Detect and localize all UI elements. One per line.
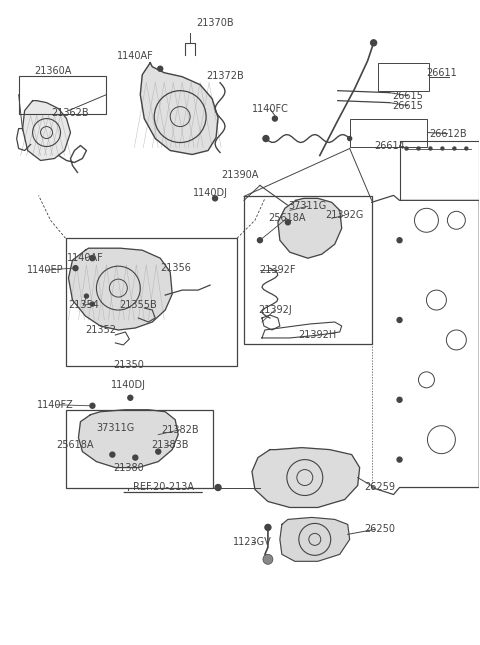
Text: 26614: 26614 — [374, 141, 405, 150]
Bar — [244, 196, 372, 344]
Text: 1140AF: 1140AF — [117, 51, 154, 61]
Text: 26250: 26250 — [365, 524, 396, 535]
Circle shape — [397, 457, 402, 462]
Polygon shape — [140, 63, 218, 155]
Circle shape — [90, 302, 95, 306]
Text: 21392F: 21392F — [260, 265, 296, 275]
Text: 21392J: 21392J — [258, 305, 292, 315]
Text: 21372B: 21372B — [206, 71, 244, 81]
Circle shape — [397, 397, 402, 402]
Text: 21390A: 21390A — [221, 170, 259, 181]
Polygon shape — [280, 517, 350, 561]
Text: 1140EP: 1140EP — [27, 265, 64, 275]
Circle shape — [158, 66, 163, 71]
Bar — [350, 119, 428, 146]
Circle shape — [453, 147, 456, 150]
Polygon shape — [252, 448, 360, 508]
Text: 21380: 21380 — [113, 462, 144, 473]
Text: 1140DJ: 1140DJ — [111, 380, 146, 390]
Circle shape — [215, 484, 221, 490]
Text: 26259: 26259 — [365, 482, 396, 491]
Text: 21350: 21350 — [113, 360, 144, 370]
Circle shape — [286, 220, 290, 225]
Text: 37311G: 37311G — [288, 201, 327, 212]
Text: 1140AF: 1140AF — [67, 253, 104, 263]
Bar — [19, 75, 107, 114]
Text: 21354: 21354 — [68, 300, 99, 310]
Circle shape — [273, 116, 277, 121]
Text: 21392G: 21392G — [325, 210, 364, 221]
Text: 26611: 26611 — [426, 68, 457, 78]
Bar — [378, 63, 430, 91]
Text: 21355B: 21355B — [120, 300, 157, 310]
Text: 26615: 26615 — [393, 101, 423, 111]
Text: 37311G: 37311G — [96, 422, 134, 433]
Text: 21352: 21352 — [85, 325, 116, 335]
Circle shape — [73, 266, 78, 271]
Circle shape — [417, 147, 420, 150]
Circle shape — [263, 135, 269, 141]
Circle shape — [110, 452, 115, 457]
Circle shape — [405, 147, 408, 150]
Circle shape — [371, 40, 377, 46]
Circle shape — [265, 524, 271, 530]
Polygon shape — [23, 101, 71, 161]
Polygon shape — [78, 410, 178, 468]
Text: 21356: 21356 — [160, 263, 191, 273]
Circle shape — [397, 238, 402, 243]
Bar — [65, 238, 237, 366]
Text: 21382B: 21382B — [161, 424, 199, 435]
Polygon shape — [69, 248, 172, 330]
Bar — [65, 410, 213, 488]
Circle shape — [90, 255, 95, 261]
Text: 21383B: 21383B — [152, 440, 189, 450]
Circle shape — [257, 238, 263, 243]
Text: 1140FZ: 1140FZ — [37, 400, 74, 410]
Circle shape — [156, 449, 161, 454]
Text: 1140FC: 1140FC — [252, 104, 288, 114]
Text: 21392H: 21392H — [299, 330, 337, 340]
Circle shape — [348, 137, 352, 141]
Circle shape — [263, 554, 273, 564]
Text: 21360A: 21360A — [34, 66, 71, 75]
Circle shape — [213, 196, 217, 201]
Circle shape — [441, 147, 444, 150]
Text: 25618A: 25618A — [268, 213, 306, 223]
Circle shape — [84, 294, 88, 298]
Circle shape — [90, 403, 95, 408]
Circle shape — [429, 147, 432, 150]
Text: 25618A: 25618A — [57, 440, 94, 450]
Text: 26612B: 26612B — [430, 128, 467, 139]
Text: 26615: 26615 — [393, 91, 423, 101]
Text: 21370B: 21370B — [196, 18, 234, 28]
Circle shape — [128, 395, 133, 401]
Circle shape — [465, 147, 468, 150]
Text: 21362B: 21362B — [52, 108, 89, 117]
Polygon shape — [278, 199, 342, 258]
Circle shape — [397, 317, 402, 322]
Text: 1123GV: 1123GV — [233, 537, 271, 548]
Text: 1140DJ: 1140DJ — [192, 188, 228, 199]
Circle shape — [133, 455, 138, 460]
Text: REF.20-213A: REF.20-213A — [133, 482, 194, 491]
